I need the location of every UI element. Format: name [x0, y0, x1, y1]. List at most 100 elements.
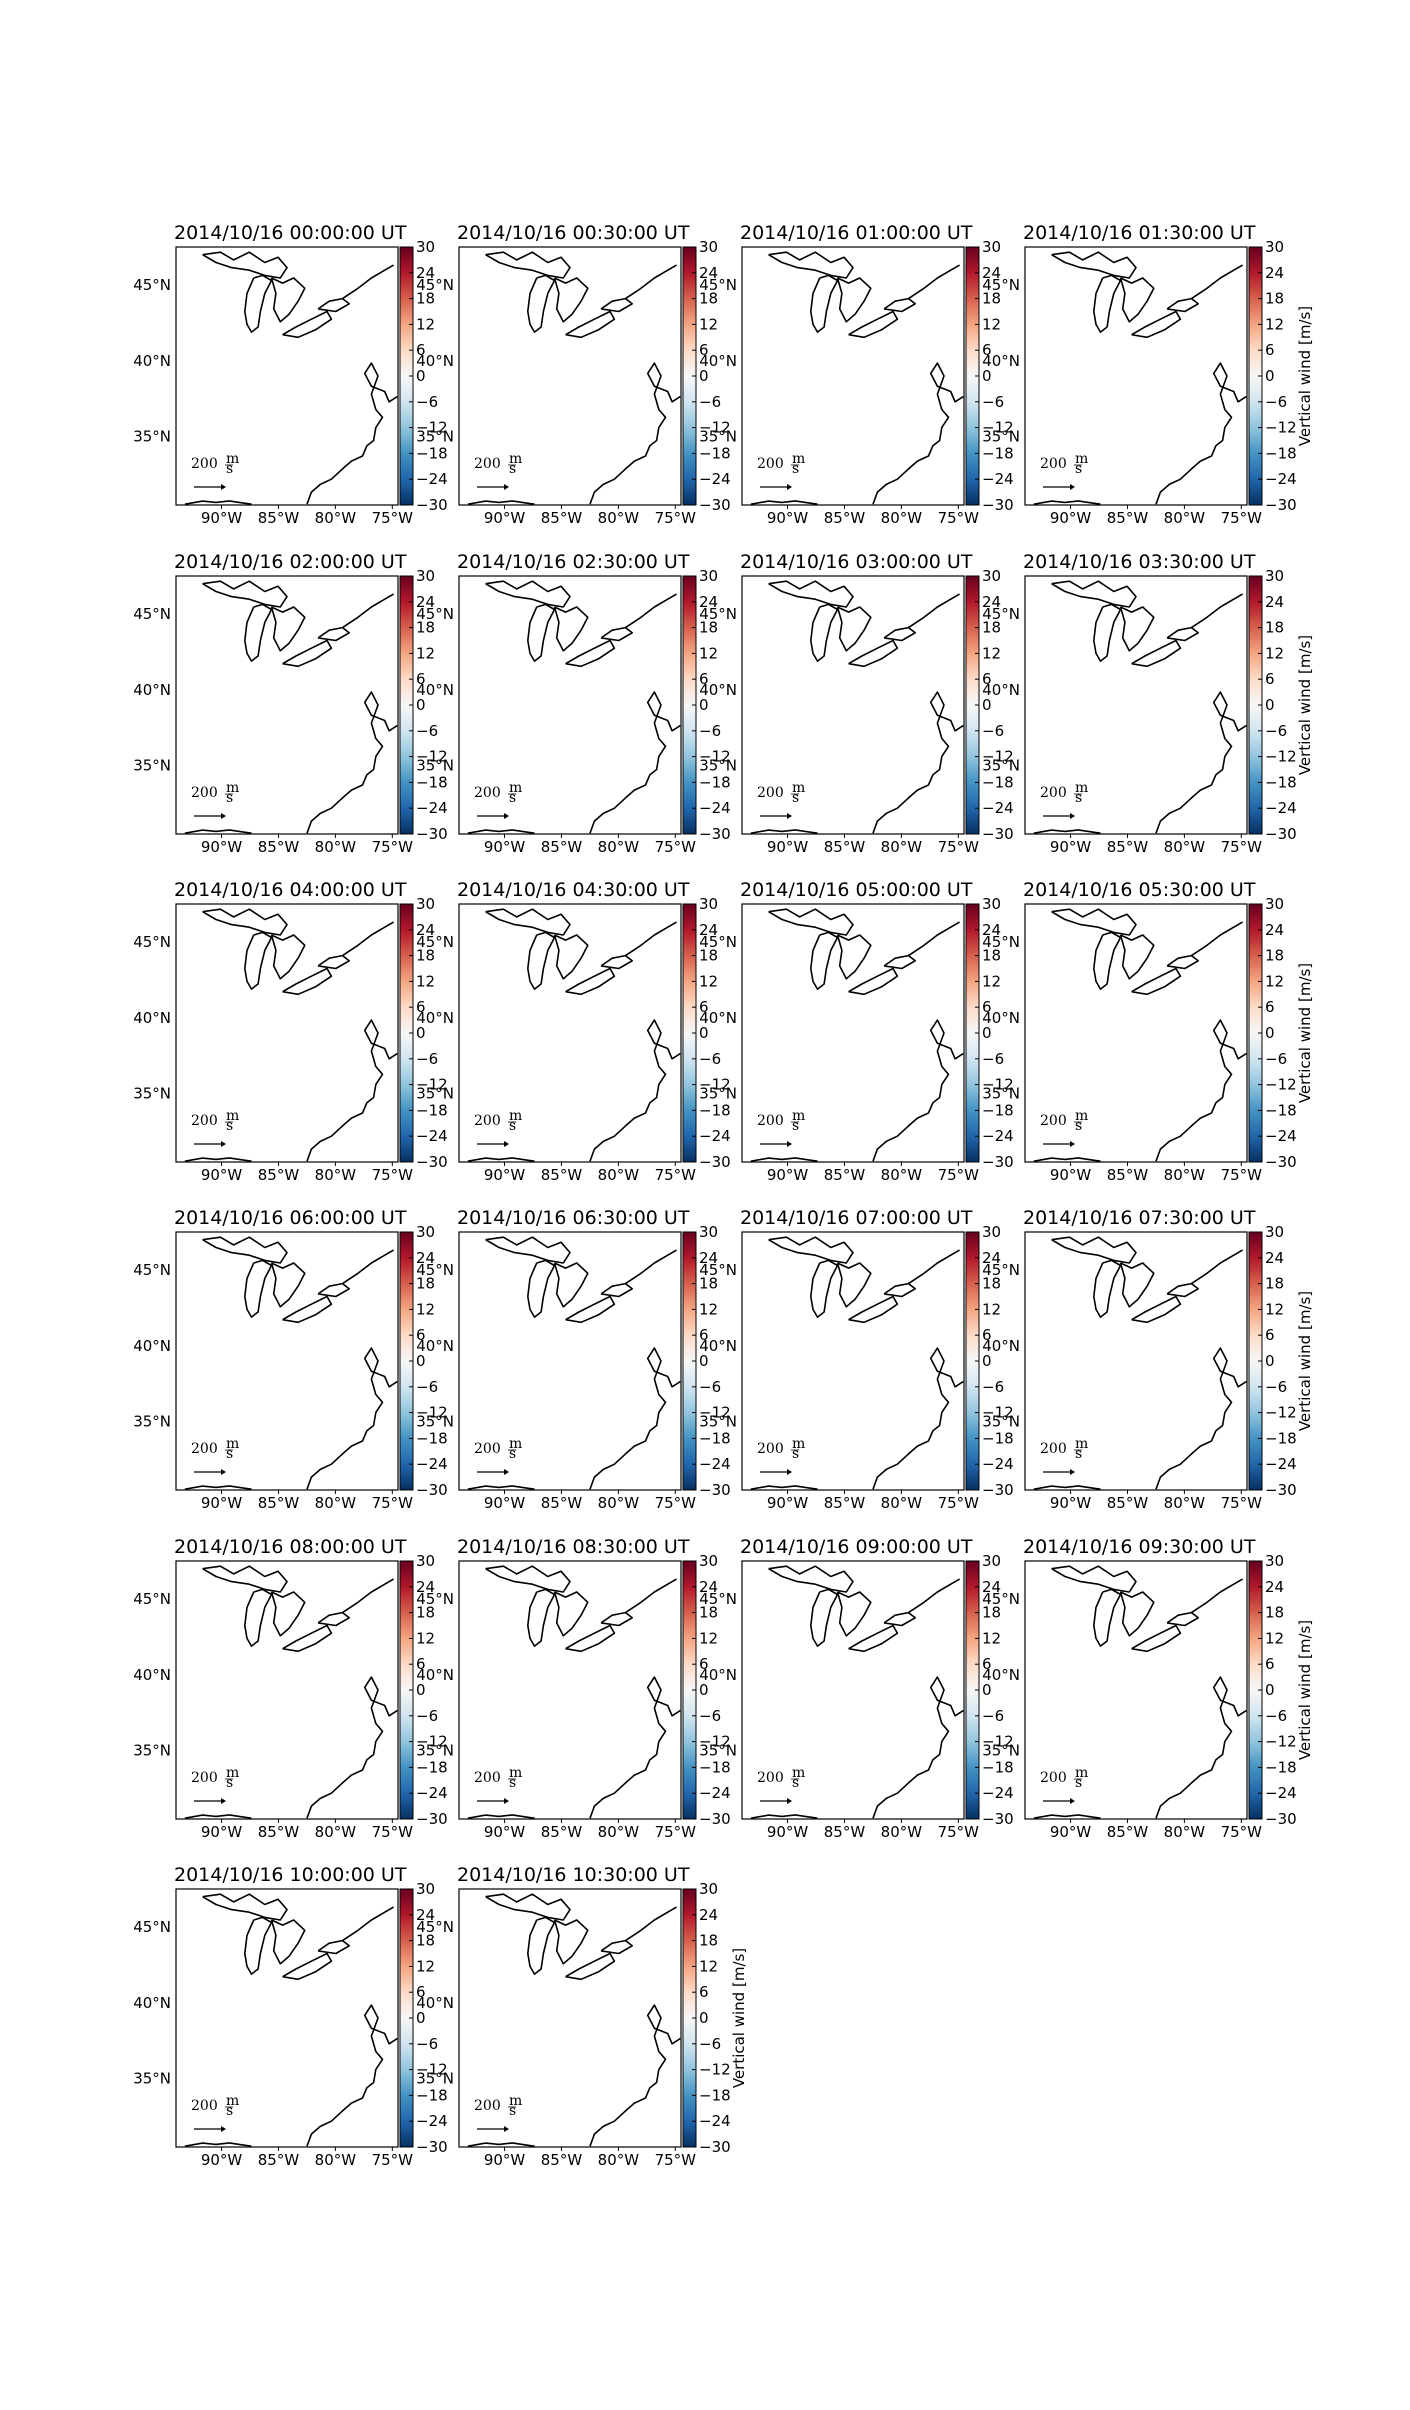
- panel-title: 2014/10/16 01:00:00 UT: [740, 222, 973, 244]
- vector-scale-arrowhead: [504, 1798, 509, 1804]
- panel-title: 2014/10/16 10:30:00 UT: [457, 1864, 690, 1886]
- map-background: [176, 247, 398, 505]
- coastline: [848, 1295, 899, 1324]
- vector-scale-arrowhead: [787, 1141, 792, 1147]
- lat-tick-label: 45°N: [982, 276, 1020, 294]
- vector-scale-unit-num: m: [1075, 1436, 1088, 1452]
- colorbar-tick-label: 18: [416, 1604, 435, 1622]
- colorbar-tick-label: −18: [1265, 773, 1297, 791]
- colorbar-tick-label: −12: [416, 1404, 448, 1422]
- colorbar: 30 24 18 12 6 0 −6 −12 −18 −24 −30: [399, 1552, 448, 1828]
- coastline: [342, 264, 394, 300]
- vector-scale-unit-den: s: [509, 1446, 516, 1462]
- colorbar-tick-label: 30: [1265, 1552, 1284, 1570]
- colorbar-tick-label: −6: [699, 1050, 721, 1068]
- colorbar-tick-label: −30: [982, 496, 1014, 514]
- coastline: [282, 1952, 333, 1981]
- vector-scale-label: 200: [191, 1113, 218, 1129]
- coastline: [589, 362, 681, 505]
- vector-scale-unit-num: m: [509, 2093, 522, 2109]
- colorbar-tick-label: −18: [982, 1101, 1014, 1119]
- coastline: [1119, 1591, 1155, 1637]
- coastline: [1093, 274, 1122, 333]
- colorbar-tick-label: −18: [982, 1429, 1014, 1447]
- colorbar-tick-label: 6: [982, 1326, 992, 1344]
- colorbar-label: Vertical wind [m/s]: [730, 1948, 748, 2088]
- colorbar-tick-label: −18: [699, 1429, 731, 1447]
- map-background: [742, 247, 964, 505]
- map-panel: 200 ms 2014/10/16 02:30:00 UT 90°W 85°W 80°W 7…: [416, 551, 730, 856]
- map-panel: 200 ms 2014/10/16 09:00:00 UT 90°W 85°W 80°W 7…: [699, 1536, 1013, 1841]
- lat-tick-label: 45°N: [416, 1261, 454, 1279]
- colorbar-tick-label: −30: [416, 1153, 448, 1171]
- vector-scale-unit-den: s: [226, 2103, 233, 2119]
- coastline: [184, 500, 252, 505]
- lat-tick-label: 35°N: [133, 1413, 171, 1431]
- vector-scale-arrowhead: [787, 484, 792, 490]
- coastline: [527, 1259, 556, 1318]
- panel-title: 2014/10/16 07:30:00 UT: [1023, 1207, 1256, 1229]
- colorbar-tick-label: −12: [699, 1733, 731, 1751]
- coastline: [467, 1157, 535, 1162]
- lon-tick-label: 85°W: [258, 1494, 300, 1512]
- vector-scale-unit-den: s: [1075, 1446, 1082, 1462]
- colorbar-tick-label: 18: [416, 290, 435, 308]
- colorbar-tick-label: 6: [416, 1983, 426, 2001]
- colorbar-tick-label: 6: [416, 341, 426, 359]
- vector-scale-key: 200 ms: [1040, 451, 1088, 490]
- coastline: [1051, 251, 1137, 279]
- colorbar: 30 24 18 12 6 0 −6 −12 −18 −24 −30: [682, 1223, 731, 1499]
- colorbar-tick-label: 18: [416, 1275, 435, 1293]
- coastline: [810, 274, 839, 333]
- map-background: [176, 576, 398, 834]
- coastline: [848, 639, 899, 668]
- coastline: [625, 264, 677, 300]
- coastline: [342, 1249, 394, 1285]
- lat-tick-label: 45°N: [982, 605, 1020, 623]
- lat-tick-label: 35°N: [699, 757, 737, 775]
- colorbar-tick-label: 18: [1265, 1275, 1284, 1293]
- coastline: [527, 274, 556, 333]
- colorbar-tick-label: 0: [416, 696, 426, 714]
- colorbar-tick-label: −12: [1265, 419, 1297, 437]
- coastline: [768, 908, 854, 936]
- colorbar-tick-label: −6: [1265, 1050, 1287, 1068]
- lon-tick-label: 80°W: [598, 1823, 640, 1841]
- lat-tick-label: 40°N: [699, 1009, 737, 1027]
- coastline: [306, 1676, 398, 1819]
- vector-scale-unit-den: s: [792, 461, 799, 477]
- lon-tick-label: 85°W: [824, 509, 866, 527]
- lat-tick-label: 40°N: [982, 1337, 1020, 1355]
- vector-scale-arrowhead: [221, 1141, 226, 1147]
- lon-tick-label: 80°W: [598, 838, 640, 856]
- colorbar-tick-label: 18: [699, 1275, 718, 1293]
- colorbar-tick-label: −12: [416, 2061, 448, 2079]
- axes-frame: [175, 903, 399, 1163]
- coastline: [317, 1939, 350, 1955]
- colorbar-tick-label: 0: [699, 1681, 709, 1699]
- lon-tick-label: 90°W: [201, 1166, 243, 1184]
- colorbar-tick-label: 30: [699, 895, 718, 913]
- vector-scale-unit-den: s: [226, 1775, 233, 1791]
- coastline: [872, 691, 964, 834]
- colorbar-tick-label: 0: [699, 2009, 709, 2027]
- colorbar-tick-label: −18: [982, 444, 1014, 462]
- colorbar-tick-label: 0: [416, 2009, 426, 2027]
- coastline: [848, 1624, 899, 1653]
- vector-scale-unit-den: s: [226, 1118, 233, 1134]
- colorbar-tick-label: 0: [1265, 1352, 1275, 1370]
- colorbar-tick-label: −6: [699, 1707, 721, 1725]
- lon-tick-label: 85°W: [824, 1823, 866, 1841]
- colorbar-tick-label: 6: [1265, 1326, 1275, 1344]
- lon-tick-label: 75°W: [1221, 838, 1263, 856]
- vector-scale-unit-den: s: [226, 1446, 233, 1462]
- coastline: [244, 1259, 273, 1318]
- colorbar-tick-label: 12: [699, 1300, 718, 1318]
- coastline: [282, 1295, 333, 1324]
- vector-scale-unit-num: m: [1075, 1108, 1088, 1124]
- lon-tick-label: 85°W: [824, 1166, 866, 1184]
- vector-scale-arrowhead: [504, 813, 509, 819]
- coastline: [565, 1952, 616, 1981]
- lon-tick-label: 75°W: [938, 838, 980, 856]
- colorbar: 30 24 18 12 6 0 −6 −12 −18 −24 −30 Vertical wind [m…: [1248, 1223, 1314, 1499]
